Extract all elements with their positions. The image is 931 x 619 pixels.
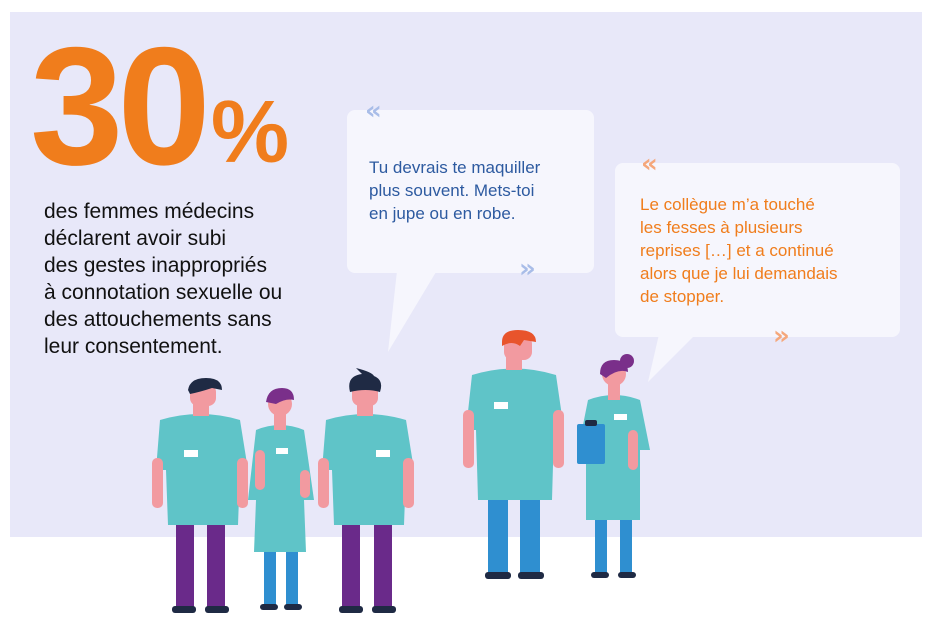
open-quote-mark: « — [365, 96, 382, 126]
headline-stat: 30% — [30, 22, 289, 218]
quote-line: plus souvent. Mets-toi — [369, 181, 535, 200]
close-quote-mark: » — [519, 254, 536, 284]
stat-line: des gestes inappropriés — [44, 254, 267, 277]
doctor-man-2 — [318, 368, 414, 613]
stat-description: des femmes médecins déclarent avoir subi… — [44, 198, 334, 360]
stat-number: 30 — [30, 12, 211, 200]
stat-line: leur consentement. — [44, 335, 223, 358]
stat-percent-sign: % — [210, 82, 290, 181]
stat-line: des femmes médecins — [44, 200, 255, 223]
speech-bubble-2-tail — [648, 330, 700, 382]
quote-line: alors que je lui demandais — [640, 264, 838, 283]
quote-line: de stopper. — [640, 287, 725, 306]
speech-bubble-1-tail — [388, 262, 442, 352]
open-quote-mark: « — [641, 149, 658, 179]
quote-2-text: Le collègue m’a touché les fesses à plus… — [640, 193, 838, 308]
speech-bubble-1: « Tu devrais te maquiller plus souvent. … — [347, 98, 594, 282]
doctor-woman-1 — [248, 388, 314, 610]
doctor-woman-2 — [577, 354, 650, 578]
quote-line: Le collègue m’a touché — [640, 195, 815, 214]
speech-bubble-2: « Le collègue m’a touché les fesses à pl… — [615, 151, 900, 349]
quote-line: Tu devrais te maquiller — [369, 158, 541, 177]
quote-1-text: Tu devrais te maquiller plus souvent. Me… — [369, 156, 540, 225]
quote-line: en jupe ou en robe. — [369, 204, 516, 223]
stat-line: déclarent avoir subi — [44, 227, 227, 250]
stat-line: des attouchements sans — [44, 308, 272, 331]
close-quote-mark: » — [773, 321, 790, 351]
clipboard-icon — [577, 420, 605, 464]
quote-line: reprises […] et a continué — [640, 241, 834, 260]
doctor-man-3 — [463, 330, 564, 579]
quote-line: les fesses à plusieurs — [640, 218, 803, 237]
stat-line: à connotation sexuelle ou — [44, 281, 283, 304]
doctor-man-1 — [152, 378, 248, 613]
